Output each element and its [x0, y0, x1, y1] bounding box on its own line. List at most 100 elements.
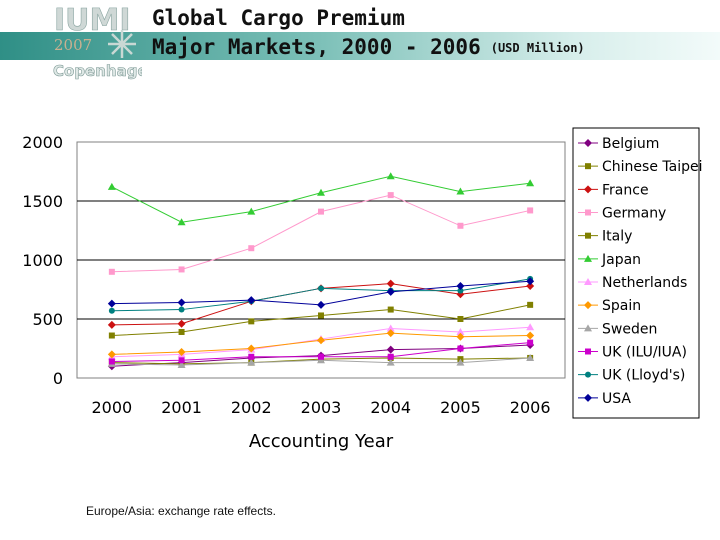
- data-point: [386, 324, 395, 332]
- data-point: [526, 179, 535, 187]
- legend-box: [572, 127, 700, 419]
- data-point: [386, 358, 395, 366]
- legend-swatch-marker: [584, 278, 592, 285]
- legend-swatch-marker: [584, 185, 592, 194]
- legend-swatch-marker: [585, 371, 591, 378]
- slide-title-unit: (USD Million): [490, 41, 585, 55]
- data-point: [526, 281, 535, 290]
- data-point: [387, 192, 394, 199]
- data-point: [527, 301, 534, 308]
- data-point: [457, 287, 464, 294]
- legend-swatch-marker: [584, 139, 592, 147]
- data-point: [386, 329, 395, 338]
- data-point: [108, 358, 115, 365]
- legend-label: Italy: [602, 229, 632, 245]
- data-point: [178, 306, 185, 313]
- legend-swatch-marker: [585, 232, 591, 239]
- data-point: [248, 245, 255, 252]
- data-point: [526, 323, 535, 331]
- data-point: [317, 356, 325, 364]
- data-point: [527, 207, 534, 214]
- data-point: [178, 357, 185, 364]
- legend-label: USA: [602, 391, 631, 407]
- star-icon: [108, 30, 136, 58]
- slide-title-line2: Major Markets, 2000 - 2006 (USD Million): [152, 35, 585, 59]
- legend-swatch-marker: [585, 348, 591, 355]
- legend-label: Sweden: [602, 321, 657, 337]
- data-point: [177, 218, 186, 226]
- data-point: [317, 300, 325, 309]
- data-point: [318, 312, 324, 319]
- data-point: [178, 328, 185, 335]
- data-point: [108, 332, 115, 339]
- data-point: [318, 208, 324, 215]
- y-tick-label: 1000: [22, 251, 63, 270]
- x-axis-label: Accounting Year: [249, 431, 394, 452]
- y-tick-label: 500: [32, 310, 63, 329]
- data-point: [456, 187, 465, 195]
- x-tick-label: 2002: [231, 398, 272, 417]
- data-point: [387, 306, 394, 313]
- data-point: [247, 296, 256, 305]
- data-point: [456, 332, 465, 341]
- legend-label: UK (Lloyd's): [602, 368, 685, 384]
- data-point: [387, 353, 394, 360]
- legend-swatch-marker: [585, 209, 591, 216]
- legend-swatch-marker: [585, 163, 591, 170]
- data-point: [526, 353, 535, 361]
- data-point: [456, 327, 465, 335]
- data-point: [456, 358, 465, 366]
- data-point: [247, 358, 256, 366]
- legend-swatch-marker: [584, 301, 592, 310]
- legend-label: Germany: [602, 206, 666, 222]
- data-point: [177, 319, 186, 328]
- y-tick-label: 0: [53, 369, 63, 388]
- logo-year: 2007: [54, 36, 92, 54]
- data-point: [248, 318, 255, 325]
- x-tick-label: 2004: [370, 398, 411, 417]
- data-point: [177, 348, 186, 357]
- data-point: [317, 188, 325, 196]
- y-tick-label: 2000: [22, 133, 63, 152]
- x-tick-label: 2006: [510, 398, 551, 417]
- iumi-logo: IUMI 2007 Copenhagen: [53, 3, 142, 80]
- data-point: [527, 339, 534, 346]
- data-point: [526, 277, 535, 286]
- data-point: [108, 307, 115, 314]
- data-point: [107, 320, 116, 329]
- data-point: [386, 172, 395, 180]
- data-point: [248, 353, 255, 360]
- data-point: [177, 361, 186, 369]
- data-point: [247, 207, 256, 215]
- x-tick-label: 2003: [301, 398, 342, 417]
- data-point: [318, 353, 324, 360]
- legend-label: Chinese Taipei: [602, 159, 702, 175]
- data-point: [456, 281, 465, 290]
- legend-swatch-marker: [584, 324, 592, 332]
- logo-text-top: IUMI: [54, 3, 131, 38]
- legend-label: France: [602, 182, 649, 198]
- data-point: [108, 268, 115, 275]
- data-point: [318, 285, 324, 292]
- data-point: [386, 279, 395, 288]
- legend-label: Japan: [601, 252, 641, 268]
- slide-title-line1: Global Cargo Premium: [152, 6, 405, 30]
- data-point: [386, 287, 395, 296]
- footnote: Europe/Asia: exchange rate effects.: [86, 504, 276, 518]
- data-point: [178, 266, 185, 273]
- data-point: [177, 298, 186, 307]
- legend-swatch-marker: [584, 254, 592, 262]
- data-point: [457, 316, 464, 322]
- legend-swatch-marker: [584, 393, 592, 402]
- logo-city: Copenhagen: [53, 62, 142, 80]
- data-point: [386, 345, 395, 354]
- x-tick-label: 2000: [91, 398, 132, 417]
- y-tick-label: 1500: [22, 192, 63, 211]
- x-tick-label: 2001: [161, 398, 202, 417]
- data-point: [457, 345, 464, 352]
- slide-title-main: Major Markets, 2000 - 2006: [152, 35, 481, 59]
- data-point: [526, 331, 535, 340]
- legend-label: Netherlands: [602, 275, 687, 291]
- data-point: [107, 182, 116, 190]
